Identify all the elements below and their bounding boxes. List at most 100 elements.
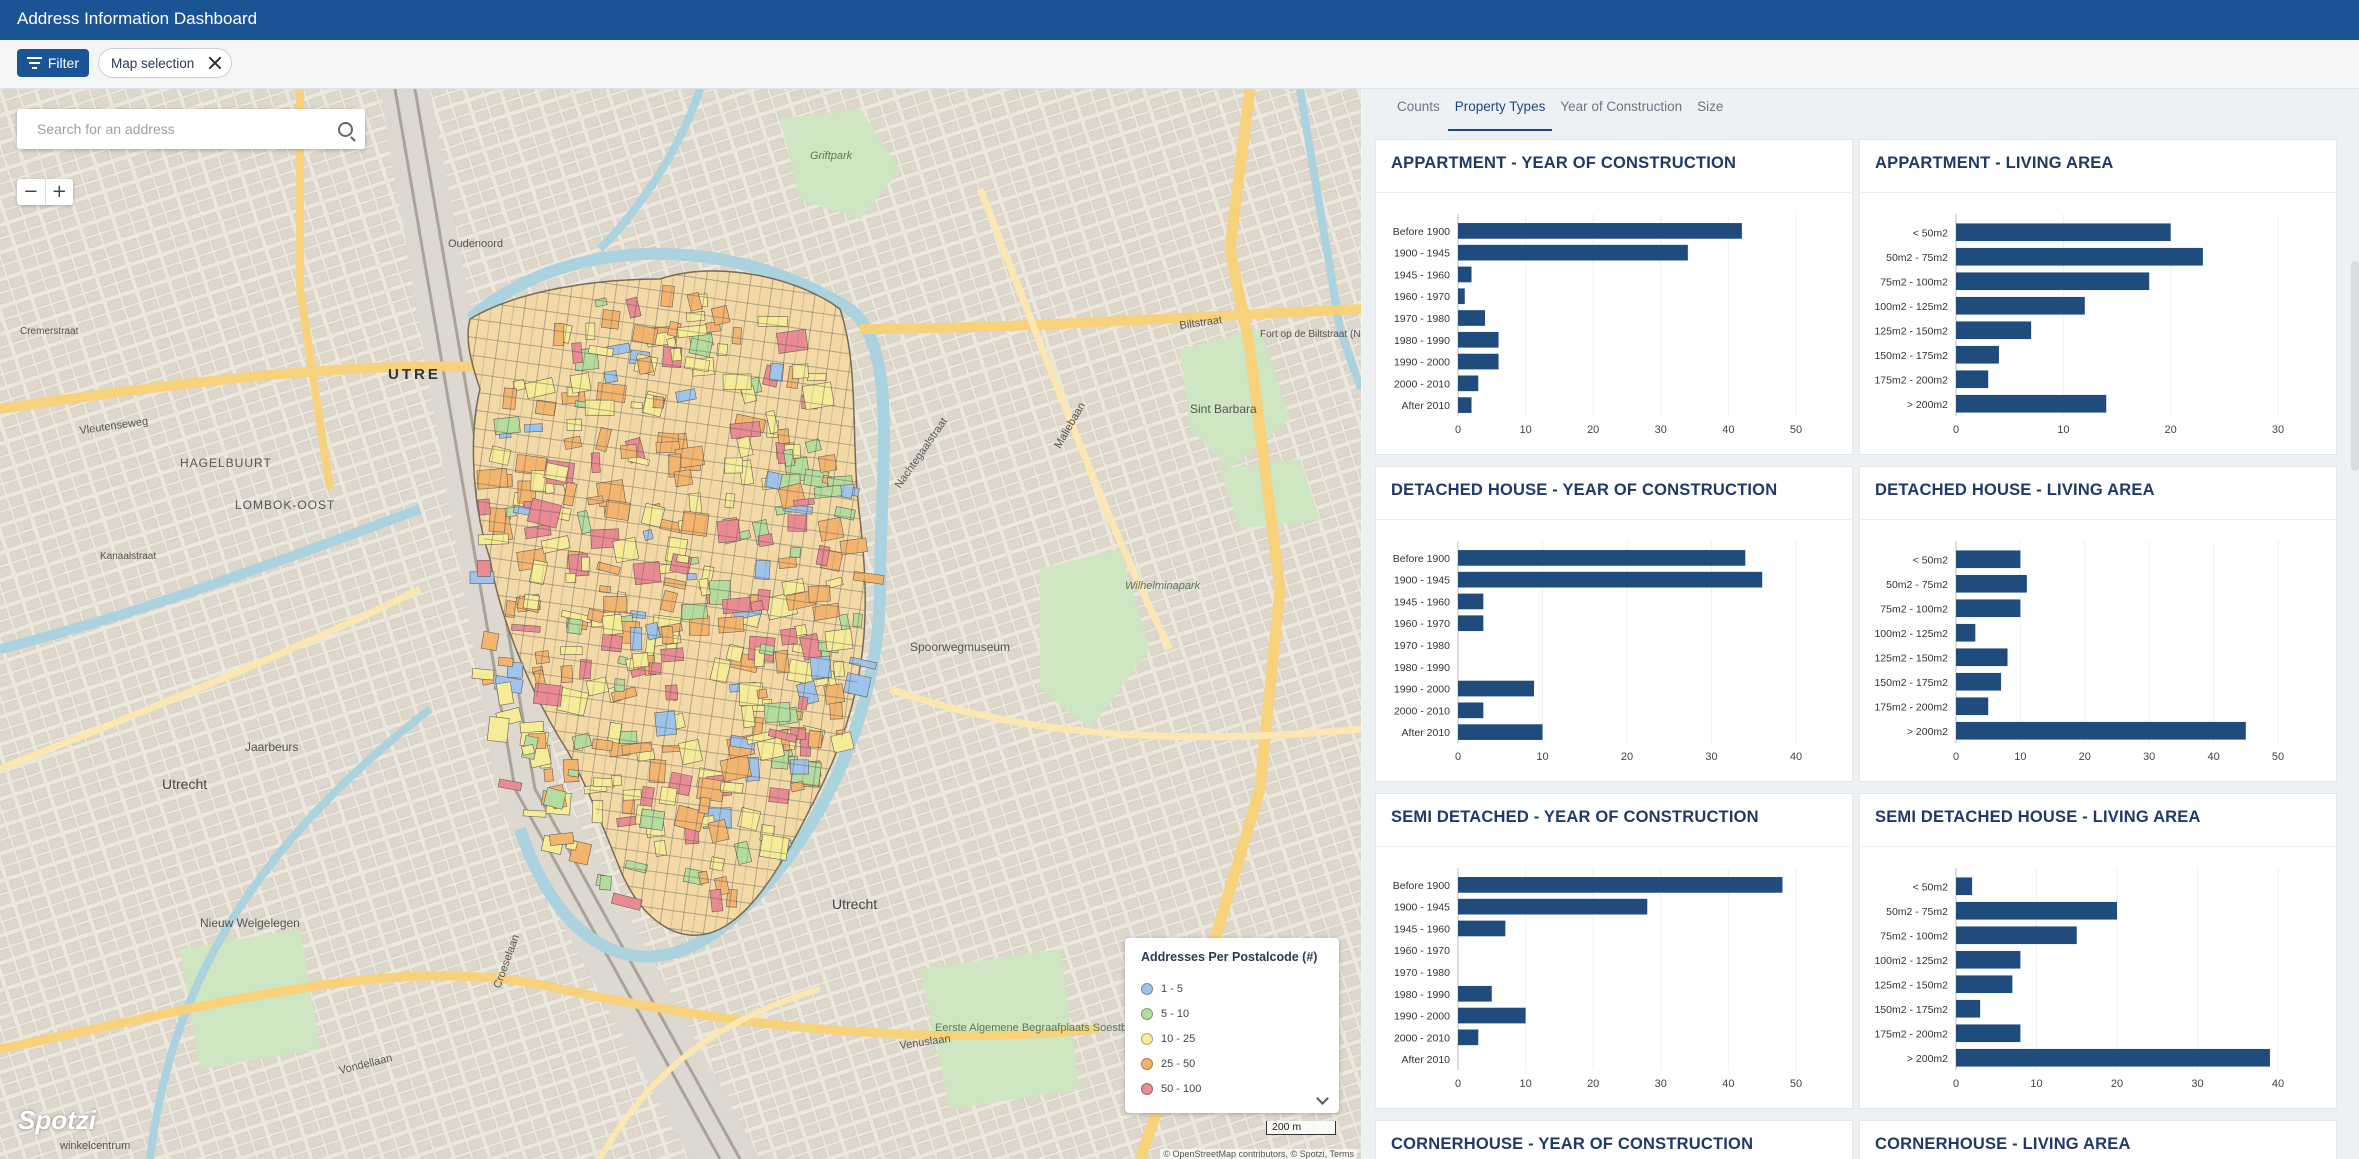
bar[interactable]: [1956, 975, 2013, 994]
y-category-label: 150m2 - 175m2: [1874, 350, 1948, 362]
tab-counts[interactable]: Counts: [1397, 99, 1440, 114]
x-tick-label: 0: [1953, 424, 1959, 436]
bar[interactable]: [1458, 266, 1472, 283]
bar[interactable]: [1956, 926, 2077, 945]
bar[interactable]: [1956, 1048, 2270, 1067]
bar[interactable]: [1458, 550, 1746, 566]
x-tick-label: 50: [2272, 751, 2284, 763]
y-category-label: 2000 - 2010: [1394, 378, 1450, 390]
search-icon[interactable]: [338, 122, 353, 137]
bar[interactable]: [1956, 223, 2171, 242]
bar[interactable]: [1956, 321, 2032, 340]
bar[interactable]: [1458, 1007, 1526, 1024]
bar[interactable]: [1956, 877, 1973, 896]
bar[interactable]: [1956, 623, 1976, 642]
bar[interactable]: [1458, 331, 1499, 348]
y-category-label: 1990 - 2000: [1394, 684, 1450, 696]
x-tick-label: 20: [2079, 751, 2091, 763]
y-category-label: 1980 - 1990: [1394, 335, 1450, 347]
chart-title: DETACHED HOUSE - YEAR OF CONSTRUCTION: [1391, 481, 1778, 499]
bar[interactable]: [1458, 593, 1484, 610]
bar[interactable]: [1956, 370, 1989, 389]
map-canvas[interactable]: UTRE HAGELBUURT LOMBOK-OOST Utrecht Utre…: [0, 89, 1361, 1159]
postcode-parcel[interactable]: [599, 875, 612, 891]
bar[interactable]: [1956, 345, 1999, 364]
bar-chart: 0 10 20 30 40 50 < 50m2 50m2 - 75m2 75m2 - 100m2…: [1874, 541, 2284, 763]
zoom-out-button[interactable]: −: [17, 179, 45, 205]
bar-chart: 0 10 20 30 40 50 Before 1900 1900 - 1945 1945 - …: [1393, 868, 1802, 1090]
x-tick-label: 20: [2111, 1078, 2123, 1090]
bar[interactable]: [1458, 680, 1535, 697]
bar[interactable]: [1458, 223, 1742, 239]
postcode-parcel[interactable]: [480, 630, 500, 652]
tab-year-of-construction[interactable]: Year of Construction: [1560, 99, 1683, 114]
tab-property-types[interactable]: Property Types: [1447, 89, 1553, 131]
bar[interactable]: [1458, 288, 1465, 305]
bar[interactable]: [1458, 375, 1479, 392]
bar[interactable]: [1458, 353, 1499, 370]
app-header: Address Information Dashboard: [0, 0, 2359, 40]
bar[interactable]: [1458, 702, 1484, 719]
bar[interactable]: [1458, 724, 1543, 740]
bar[interactable]: [1956, 574, 2027, 593]
x-tick-label: 40: [1722, 1078, 1734, 1090]
bar[interactable]: [1458, 244, 1688, 261]
postcode-parcel[interactable]: [519, 720, 545, 734]
x-tick-label: 10: [1536, 751, 1548, 763]
bar[interactable]: [1956, 672, 2002, 691]
bar[interactable]: [1956, 599, 2021, 618]
bar[interactable]: [1458, 985, 1492, 1002]
bar[interactable]: [1458, 571, 1763, 588]
map-view[interactable]: UTRE HAGELBUURT LOMBOK-OOST Utrecht Utre…: [0, 89, 1361, 1159]
bar[interactable]: [1956, 999, 1981, 1018]
bar[interactable]: [1956, 950, 2021, 969]
x-tick-label: 0: [1953, 751, 1959, 763]
bar[interactable]: [1956, 1024, 2021, 1043]
filter-button[interactable]: Filter: [17, 49, 89, 77]
y-category-label: 1900 - 1945: [1394, 248, 1450, 260]
bar[interactable]: [1458, 397, 1472, 413]
y-category-label: 100m2 - 125m2: [1874, 955, 1948, 967]
postcode-parcel[interactable]: [476, 559, 491, 577]
y-category-label: 1960 - 1970: [1394, 618, 1450, 630]
bar[interactable]: [1956, 296, 2085, 315]
tab-size[interactable]: Size: [1697, 99, 1724, 114]
postcode-parcel[interactable]: [543, 768, 554, 782]
search-input[interactable]: [35, 120, 325, 138]
postcode-parcel[interactable]: [497, 778, 523, 792]
postcode-parcel[interactable]: [567, 769, 580, 778]
postcode-parcel[interactable]: [549, 832, 575, 847]
legend-label: 50 - 100: [1161, 1082, 1202, 1095]
bar[interactable]: [1458, 615, 1484, 632]
bar[interactable]: [1956, 247, 2203, 266]
bar[interactable]: [1956, 648, 2008, 667]
bar[interactable]: [1956, 550, 2021, 569]
postcode-parcel[interactable]: [522, 809, 547, 818]
bar[interactable]: [1956, 272, 2150, 291]
y-category-label: 1945 - 1960: [1394, 923, 1450, 935]
bar[interactable]: [1956, 901, 2117, 920]
bar[interactable]: [1458, 310, 1486, 326]
bar[interactable]: [1458, 1029, 1479, 1046]
y-category-label: After 2010: [1402, 727, 1451, 739]
x-tick-label: 40: [1790, 751, 1802, 763]
bar[interactable]: [1458, 898, 1648, 915]
close-icon[interactable]: [208, 56, 222, 70]
postcode-parcel[interactable]: [486, 716, 510, 743]
bar[interactable]: [1956, 697, 1989, 716]
postcode-parcel[interactable]: [521, 743, 535, 756]
postcode-parcel[interactable]: [543, 787, 567, 810]
y-category-label: 1945 - 1960: [1394, 269, 1450, 281]
bar[interactable]: [1458, 920, 1506, 937]
legend-label: 5 - 10: [1161, 1007, 1190, 1020]
bar[interactable]: [1458, 877, 1783, 893]
postcode-parcel[interactable]: [471, 668, 495, 681]
postcode-parcel[interactable]: [497, 656, 514, 667]
y-category-label: After 2010: [1402, 1054, 1451, 1066]
postcode-parcel[interactable]: [495, 681, 515, 706]
bar[interactable]: [1956, 721, 2246, 740]
bar[interactable]: [1956, 394, 2107, 413]
zoom-in-button[interactable]: +: [44, 179, 74, 205]
scrollbar[interactable]: [2351, 261, 2359, 471]
map-attribution[interactable]: © OpenStreetMap contributors, © Spotzi, …: [1160, 1149, 1357, 1159]
